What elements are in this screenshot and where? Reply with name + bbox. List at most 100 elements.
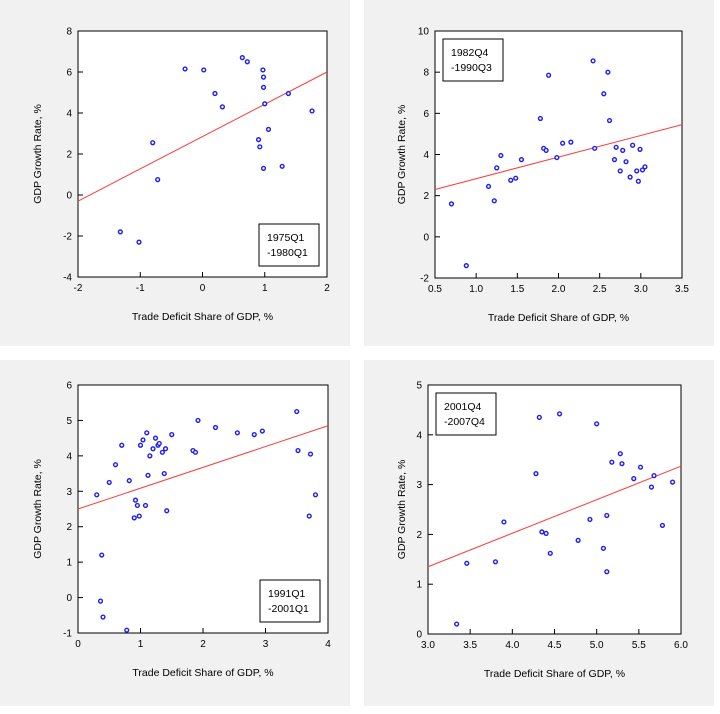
data-point: [132, 497, 139, 503]
data-point: [97, 598, 104, 604]
y-tick-label: 3: [416, 480, 422, 491]
data-point: [260, 74, 267, 80]
period-annotation-text: -2007Q4: [444, 416, 485, 428]
x-tick-label: 5.0: [590, 640, 604, 651]
data-point: [195, 417, 201, 424]
y-axis-label: GDP Growth Rate, %: [32, 459, 44, 559]
x-tick-label: 2: [324, 283, 330, 294]
data-point: [279, 163, 285, 169]
data-point: [251, 431, 257, 438]
data-point: [634, 168, 640, 174]
data-point: [637, 464, 644, 470]
y-tick-label: 4: [416, 430, 422, 441]
y-tick-label: 4: [423, 150, 429, 161]
data-point: [501, 519, 507, 525]
data-point: [260, 67, 266, 73]
x-tick-label: 3.5: [675, 284, 689, 295]
period-annotation-text: -1980Q1: [267, 247, 308, 259]
data-point: [627, 174, 633, 180]
data-point: [454, 621, 460, 627]
x-tick-label: 0: [200, 283, 206, 294]
x-tick-label: 1: [138, 639, 144, 650]
y-tick-label: 10: [418, 27, 430, 38]
data-point: [162, 446, 169, 452]
data-point: [212, 424, 219, 431]
data-point: [159, 449, 165, 455]
data-point: [219, 104, 226, 110]
x-tick-label: -2: [74, 283, 83, 294]
data-point: [285, 90, 292, 97]
y-tick-label: 0: [66, 191, 72, 202]
data-point: [659, 522, 666, 529]
data-point: [594, 421, 600, 427]
y-tick-label: 5: [416, 381, 422, 392]
data-point: [294, 408, 300, 415]
period-annotation-text: 2001Q4: [444, 401, 482, 413]
y-tick-label: 2: [66, 150, 72, 161]
period-annotation-text: -1990Q3: [451, 62, 492, 74]
data-point: [604, 512, 610, 519]
x-axis-label: Trade Deficit Share of GDP, %: [132, 667, 273, 679]
y-tick-label: 0: [66, 593, 72, 604]
regression-line: [77, 71, 328, 202]
y-tick-label: 8: [423, 68, 429, 79]
data-point: [642, 164, 648, 170]
data-point: [606, 117, 613, 124]
chart-panel-1991-2001: 0 1 2 3 4 -1 0 1 2 3 4 5 6 Trade Deficit Share of GDP…: [0, 360, 350, 706]
y-tick-label: -1: [63, 629, 72, 640]
x-tick-label: 4.0: [505, 640, 519, 651]
period-annotation-box: [259, 579, 321, 623]
y-tick-label: 1: [416, 580, 422, 591]
x-tick-label: 3.5: [463, 640, 477, 651]
data-point: [536, 414, 542, 420]
data-point: [600, 545, 607, 551]
data-point: [669, 479, 676, 485]
data-point: [259, 428, 265, 434]
data-point: [630, 142, 636, 148]
data-point: [112, 462, 119, 468]
period-annotation-box: [442, 38, 504, 82]
y-tick-label: 6: [423, 109, 429, 120]
x-tick-label: 0: [75, 639, 81, 650]
x-tick-label: 5.5: [632, 640, 646, 651]
data-point: [152, 435, 159, 441]
data-point: [134, 502, 140, 509]
data-point: [257, 144, 263, 150]
data-point: [136, 513, 142, 519]
data-point: [106, 479, 112, 486]
data-point: [137, 442, 144, 448]
data-point: [244, 59, 250, 65]
data-point: [212, 90, 218, 97]
x-tick-label: 2.5: [593, 284, 607, 295]
y-tick-label: 2: [423, 191, 429, 202]
y-tick-label: 6: [66, 68, 72, 79]
x-tick-label: 1.5: [510, 284, 524, 295]
data-point: [609, 459, 615, 465]
data-point: [262, 101, 268, 107]
x-tick-label: 4.5: [548, 640, 562, 651]
y-tick-label: 2: [416, 530, 422, 541]
data-point: [637, 146, 643, 152]
data-point: [554, 154, 560, 161]
data-point: [150, 446, 156, 452]
data-point: [592, 145, 598, 151]
data-point: [485, 183, 492, 190]
y-axis-label: GDP Growth Rate, %: [396, 105, 408, 205]
period-annotation-text: 1991Q1: [268, 588, 306, 600]
data-point: [491, 198, 497, 204]
y-tick-label: -4: [63, 273, 72, 284]
data-point: [631, 476, 637, 482]
data-point: [99, 552, 105, 558]
data-point: [539, 529, 545, 535]
data-point: [156, 440, 162, 447]
data-point: [492, 559, 499, 565]
data-point: [518, 157, 525, 163]
y-tick-label: 2: [66, 522, 72, 533]
data-point: [260, 165, 267, 171]
data-point: [260, 84, 267, 90]
data-point: [155, 177, 161, 183]
x-tick-label: 3.0: [634, 284, 648, 295]
x-tick-label: 2: [200, 639, 206, 650]
